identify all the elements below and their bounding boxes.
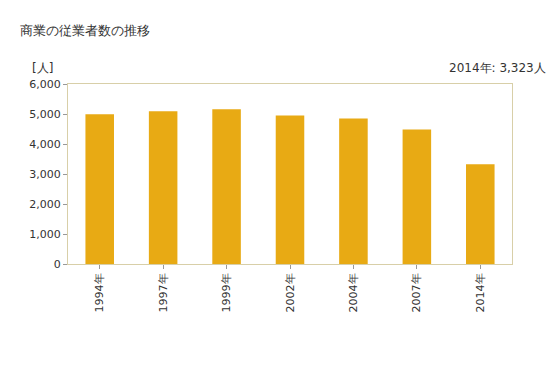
svg-text:1997年: 1997年 bbox=[157, 273, 170, 312]
svg-text:[人]: [人] bbox=[32, 61, 53, 75]
svg-text:2014年: 3,323人: 2014年: 3,323人 bbox=[449, 61, 546, 75]
svg-text:4,000: 4,000 bbox=[29, 138, 61, 151]
svg-text:1999年: 1999年 bbox=[220, 273, 233, 312]
svg-text:2014年: 2014年 bbox=[474, 273, 487, 312]
svg-text:5,000: 5,000 bbox=[29, 108, 61, 121]
svg-text:2004年: 2004年 bbox=[347, 273, 360, 312]
svg-text:商業の従業者数の推移: 商業の従業者数の推移 bbox=[20, 23, 150, 38]
svg-text:2002年: 2002年 bbox=[284, 273, 297, 312]
svg-text:6,000: 6,000 bbox=[29, 78, 61, 91]
svg-text:1,000: 1,000 bbox=[29, 228, 61, 241]
svg-text:2,000: 2,000 bbox=[29, 198, 61, 211]
svg-text:2007年: 2007年 bbox=[410, 273, 423, 312]
svg-text:3,000: 3,000 bbox=[29, 168, 61, 181]
svg-text:1994年: 1994年 bbox=[93, 273, 106, 312]
svg-text:0: 0 bbox=[54, 258, 61, 271]
